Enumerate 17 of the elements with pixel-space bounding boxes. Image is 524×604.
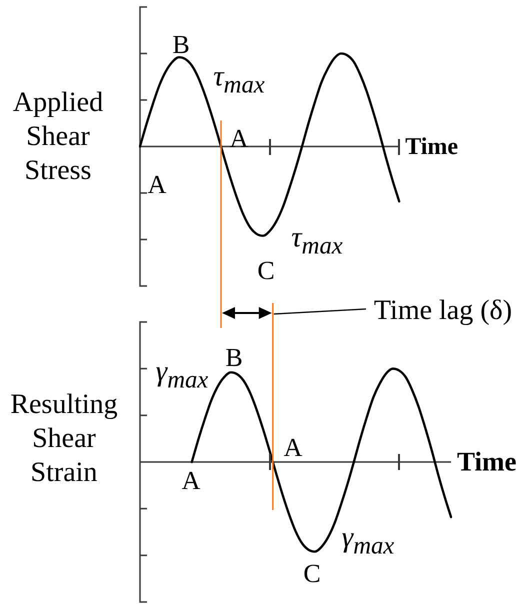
annotation: τ$_{max}$ [213,60,265,98]
x-axis-title: Time [457,446,517,476]
text: C [303,558,321,588]
annotation: γ$_{max}$ [342,522,394,560]
annotation: A [182,466,200,495]
y-axis-title: Resulting Shear Strain [9,388,119,490]
text: Time lag (δ) [374,295,512,326]
annotation: A [148,170,166,199]
annotation: A [230,124,248,153]
annotation: τ$_{max}$ [291,222,343,260]
x-axis-title: Time [405,134,458,160]
text: C [257,256,275,285]
annotation: B [225,342,243,372]
annotation: A [284,432,302,462]
y-axis-title: Applied Shear Stress [12,86,104,188]
annotation: γ$_{max}$ [156,356,208,394]
annotation: B [172,30,190,59]
